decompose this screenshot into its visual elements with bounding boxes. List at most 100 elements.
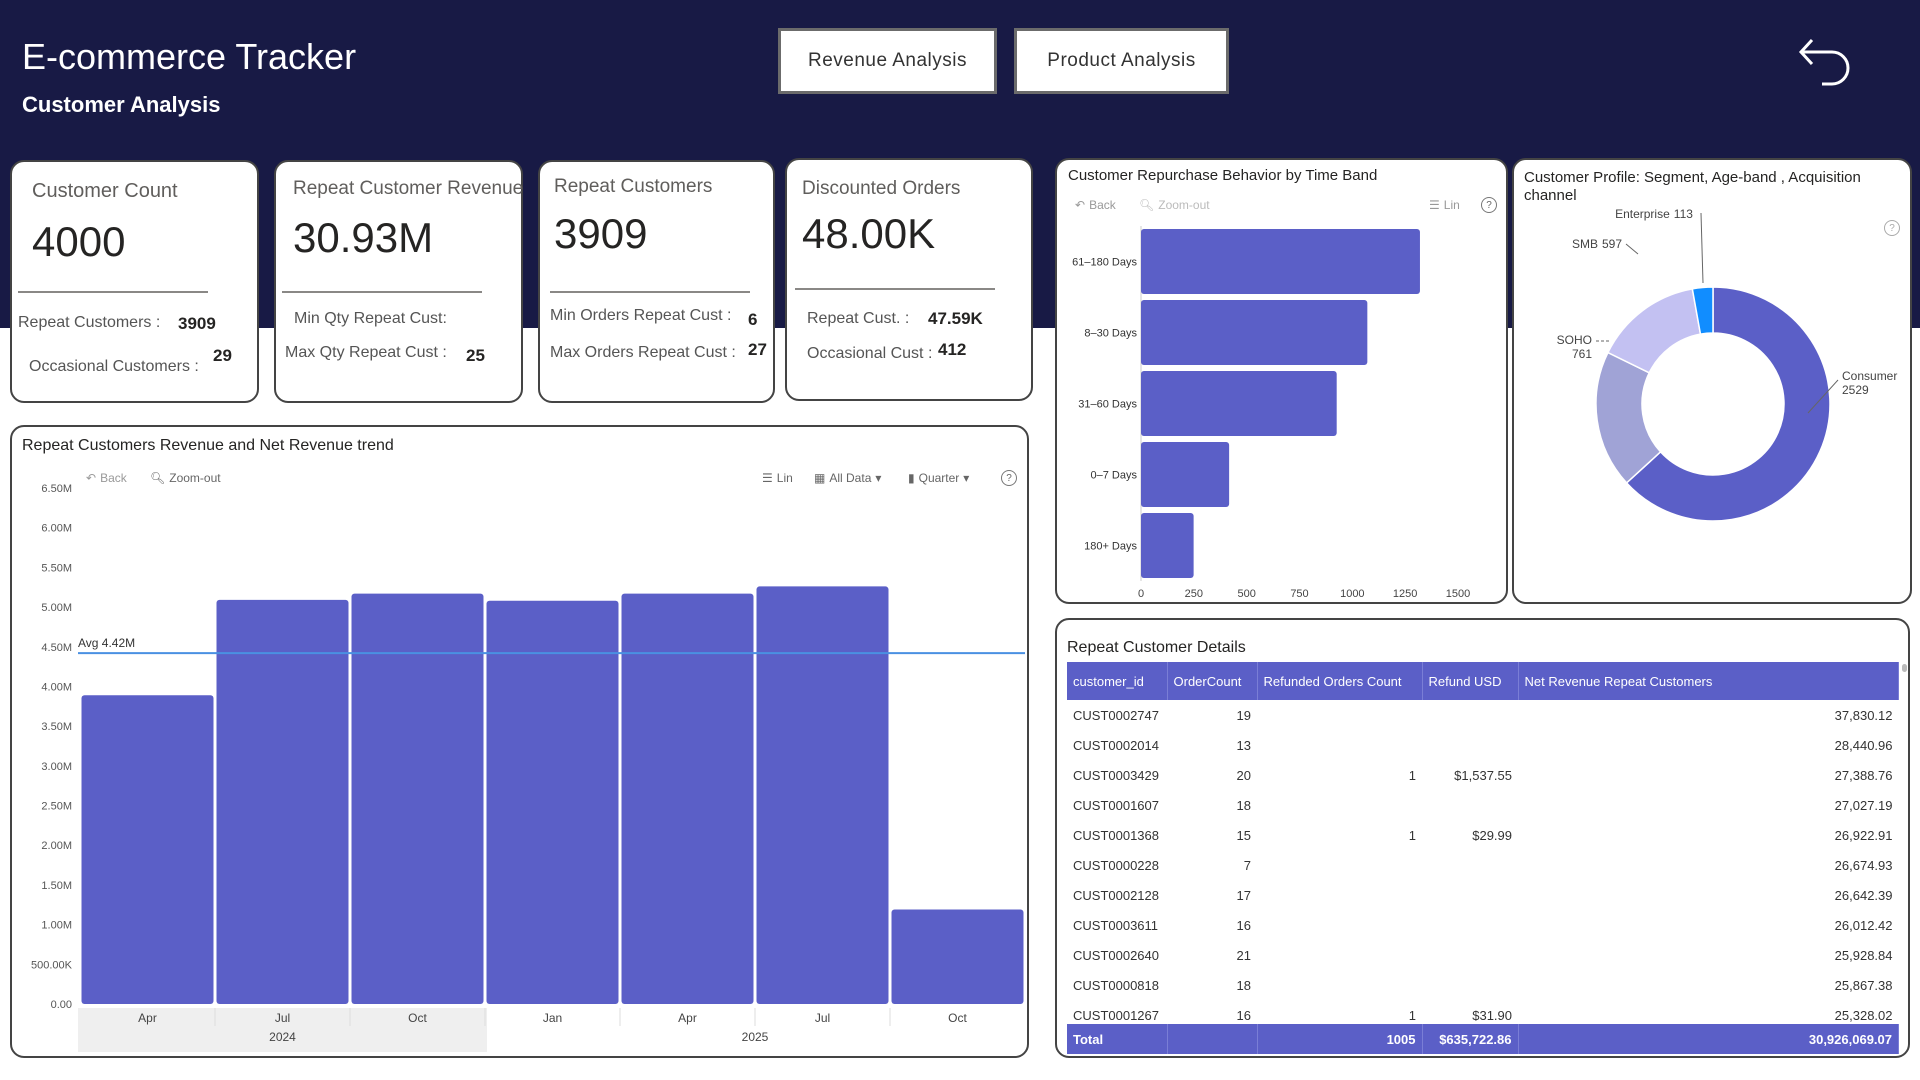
- all-data-dropdown[interactable]: ▦ All Data ▾: [814, 471, 882, 485]
- slice-enterprise: [1691, 286, 1714, 335]
- kpi-line-value: 6: [748, 310, 758, 329]
- slice-name: SOHO: [1557, 333, 1592, 347]
- zoom-out-button[interactable]: 🔍︎ Zoom-out: [1139, 198, 1210, 212]
- zoom-out-icon: 🔍︎: [1139, 198, 1155, 212]
- table-body[interactable]: customer_id OrderCount Refunded Orders Cou…: [1067, 662, 1899, 1030]
- table-cell: CUST0002014: [1073, 737, 1159, 753]
- help-icon[interactable]: ?: [1001, 470, 1017, 486]
- total-cell: 1005: [1257, 1024, 1423, 1054]
- bar-2: [1141, 371, 1337, 436]
- x-tick-label: 1000: [1340, 588, 1364, 600]
- slice-name: Consumer: [1842, 369, 1897, 383]
- kpi-card-repeat-customers: Repeat Customers 3909 Min Orders Repeat …: [538, 160, 775, 403]
- divider: [795, 288, 995, 290]
- table-cell: [1422, 940, 1518, 970]
- category-label: 0–7 Days: [1091, 470, 1138, 482]
- year-label: 2024: [269, 1030, 296, 1044]
- chart-title: Repeat Customers Revenue and Net Revenue…: [22, 437, 394, 454]
- table-row[interactable]: CUST0002014 13 28,440.96: [1067, 730, 1899, 760]
- table-cell: [1257, 790, 1422, 820]
- help-icon[interactable]: ?: [1884, 220, 1900, 236]
- kpi-title: Customer Count: [32, 180, 178, 202]
- table-row[interactable]: CUST0002640 21 25,928.84: [1067, 940, 1899, 970]
- back-button[interactable]: ↶ Back: [86, 471, 127, 485]
- x-tick-label: Apr: [678, 1011, 697, 1025]
- list-icon: ☰: [1429, 198, 1440, 212]
- table-row[interactable]: CUST0001368 15 1 $29.99 26,922.91: [1067, 820, 1899, 850]
- column-header[interactable]: Refund USD: [1422, 662, 1519, 700]
- table-row[interactable]: CUST0000818 18 25,867.38: [1067, 970, 1899, 1000]
- undo-arrow-icon[interactable]: [1796, 34, 1854, 92]
- y-tick-label: 500.00K: [31, 959, 73, 971]
- table-cell: 20: [1236, 767, 1251, 783]
- kpi-card-customer-count: Customer Count 4000 Repeat Customers : 3…: [10, 160, 259, 403]
- lin-toggle[interactable]: ☰ Lin: [1429, 198, 1460, 212]
- kpi-line-label: Max Qty Repeat Cust :: [285, 344, 447, 361]
- revenue-analysis-button[interactable]: Revenue Analysis: [778, 28, 997, 94]
- help-icon[interactable]: ?: [1481, 197, 1497, 213]
- total-cell: [1167, 1024, 1258, 1054]
- table-row[interactable]: CUST0002128 17 26,642.39: [1067, 880, 1899, 910]
- kpi-value: 30.93M: [293, 214, 434, 261]
- bar-chart-icon: ▮: [908, 471, 915, 485]
- table-row[interactable]: CUST0003429 20 1 $1,537.55 27,388.76: [1067, 760, 1899, 790]
- column-header[interactable]: Net Revenue Repeat Customers: [1518, 662, 1899, 700]
- chart-title: Customer Repurchase Behavior by Time Ban…: [1068, 167, 1378, 184]
- kpi-value: 48.00K: [802, 210, 936, 257]
- x-tick-label: 1500: [1446, 588, 1470, 600]
- slice-name: SMB: [1572, 237, 1598, 251]
- zoom-out-button[interactable]: 🔍︎ Zoom-out: [150, 471, 221, 485]
- kpi-line-label: Occasional Cust :: [807, 345, 933, 362]
- slice-value: 597: [1602, 237, 1622, 251]
- table-row[interactable]: CUST0003611 16 26,012.42: [1067, 910, 1899, 940]
- year-band-2024: [78, 1008, 487, 1052]
- chevron-down-icon: ▾: [875, 471, 882, 485]
- app-title: E-commerce Tracker: [22, 36, 357, 77]
- repeat-customer-table: customer_id OrderCount Refunded Orders Cou…: [1067, 662, 1899, 1030]
- table-cell: 17: [1236, 887, 1251, 903]
- slice-name: Enterprise: [1615, 207, 1670, 221]
- kpi-value: 3909: [554, 210, 648, 257]
- table-cell: 27,388.76: [1834, 767, 1893, 783]
- bar-5: [756, 586, 889, 1004]
- back-button[interactable]: ↶ Back: [1075, 198, 1116, 212]
- table-cell: [1422, 910, 1518, 940]
- slice-value: 761: [1572, 347, 1592, 361]
- kpi-line-value: 47.59K: [928, 309, 983, 328]
- total-row: Total 1005 $635,722.86 30,926,069.07: [1067, 1024, 1899, 1054]
- table-cell: 1: [1408, 827, 1416, 843]
- x-tick-label: 1250: [1393, 588, 1417, 600]
- lin-toggle[interactable]: ☰ Lin: [762, 471, 793, 485]
- kpi-line-value: 29: [213, 346, 232, 365]
- slice-label: SMB 597: [1572, 237, 1622, 251]
- year-label: 2025: [742, 1030, 769, 1044]
- scrollbar[interactable]: [1902, 664, 1907, 672]
- column-header[interactable]: OrderCount: [1167, 662, 1258, 700]
- product-analysis-button[interactable]: Product Analysis: [1014, 28, 1229, 94]
- table-cell: CUST0003429: [1073, 767, 1159, 783]
- table-cell: [1422, 970, 1518, 1000]
- y-tick-label: 4.50M: [41, 642, 72, 654]
- table-row[interactable]: CUST0001267 16 1 $31.90 25,328.02: [1067, 1000, 1899, 1030]
- kpi-value: 4000: [32, 218, 126, 265]
- table-row[interactable]: CUST0001607 18 27,027.19: [1067, 790, 1899, 820]
- y-tick-label: 3.00M: [41, 761, 72, 773]
- table-cell: [1422, 850, 1518, 880]
- table-cell: CUST0002640: [1073, 947, 1159, 963]
- column-header[interactable]: customer_id: [1067, 662, 1168, 700]
- table-row[interactable]: CUST0002747 19 37,830.12: [1067, 700, 1899, 730]
- column-header[interactable]: Refunded Orders Count: [1257, 662, 1423, 700]
- bar-3: [486, 600, 619, 1004]
- back-arrow-icon: ↶: [1075, 198, 1086, 212]
- quarter-dropdown[interactable]: ▮ Quarter ▾: [908, 471, 970, 485]
- bar-6: [891, 909, 1024, 1004]
- table-cell: CUST0001368: [1073, 827, 1159, 843]
- y-tick-label: 1.00M: [41, 920, 72, 932]
- table-cell: $29.99: [1472, 827, 1512, 843]
- kpi-line-value: 27: [748, 340, 767, 359]
- table-cell: CUST0000228: [1073, 857, 1159, 873]
- table-row[interactable]: CUST0000228 7 26,674.93: [1067, 850, 1899, 880]
- back-arrow-icon: ↶: [86, 471, 97, 485]
- table-cell: [1257, 910, 1422, 940]
- table-cell: [1257, 880, 1422, 910]
